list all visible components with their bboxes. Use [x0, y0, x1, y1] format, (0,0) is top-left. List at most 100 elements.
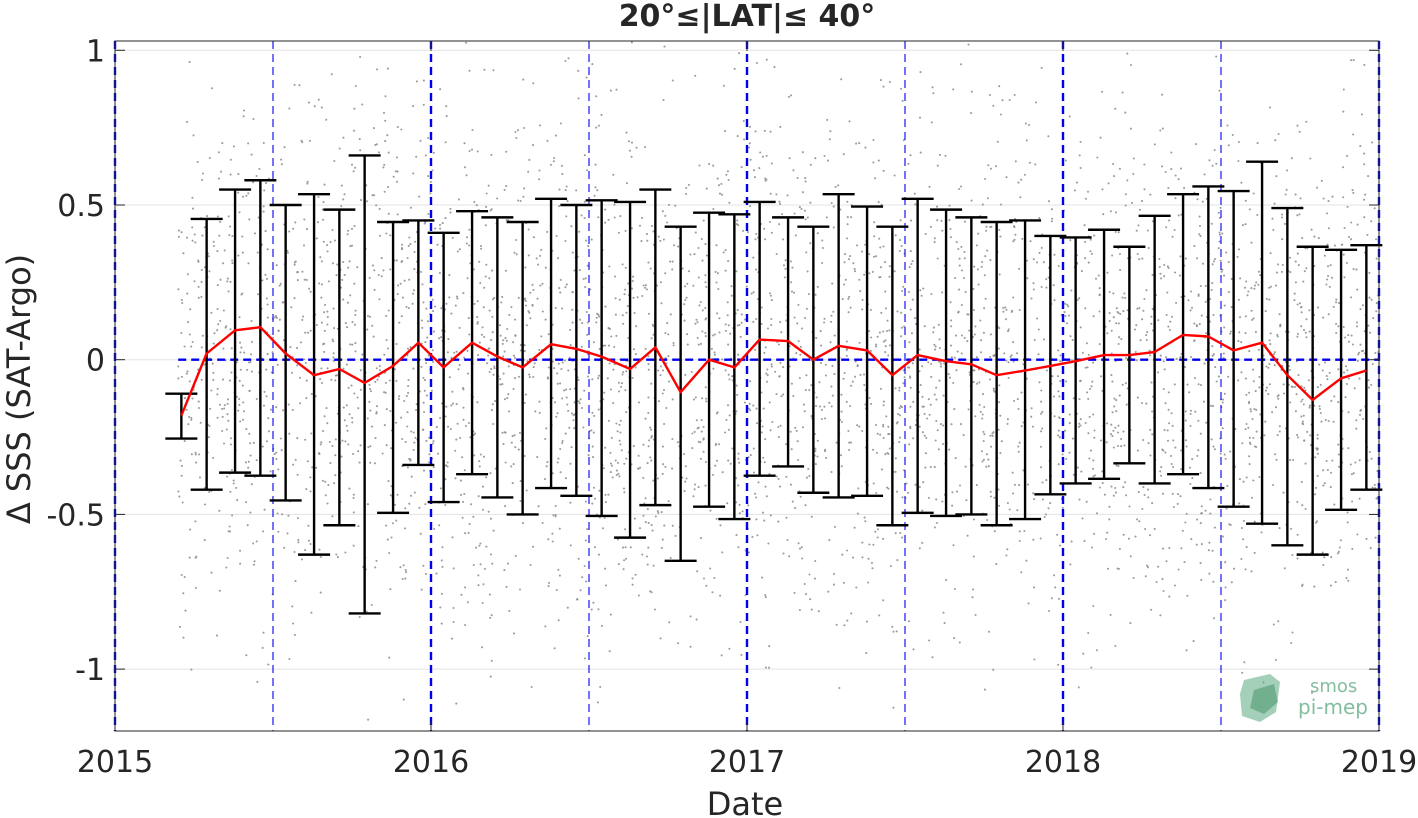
scatter-point	[1108, 290, 1111, 294]
scatter-point	[607, 493, 610, 496]
scatter-point	[456, 250, 459, 253]
scatter-point	[507, 218, 510, 222]
scatter-point	[180, 573, 183, 577]
scatter-point	[936, 257, 939, 260]
scatter-point	[921, 509, 924, 512]
scatter-point	[1106, 332, 1109, 335]
scatter-point	[1129, 555, 1132, 558]
scatter-point	[694, 74, 697, 77]
scatter-point	[903, 376, 906, 379]
scatter-point	[1115, 464, 1118, 467]
scatter-point	[1118, 167, 1121, 170]
scatter-point	[266, 316, 269, 319]
scatter-point	[1304, 462, 1307, 465]
scatter-point	[309, 490, 312, 493]
scatter-point	[696, 336, 699, 339]
scatter-point	[1258, 386, 1261, 389]
scatter-point	[426, 336, 429, 339]
scatter-point	[1352, 268, 1355, 271]
scatter-point	[800, 546, 803, 549]
scatter-point	[684, 373, 687, 376]
scatter-point	[473, 454, 476, 457]
scatter-point	[821, 261, 824, 265]
scatter-point	[1323, 556, 1326, 559]
scatter-point	[850, 216, 853, 219]
scatter-point	[1230, 581, 1233, 584]
scatter-point	[461, 456, 464, 459]
scatter-point	[482, 306, 485, 309]
scatter-point	[1213, 617, 1216, 620]
scatter-point	[591, 502, 594, 505]
scatter-point	[1039, 430, 1043, 433]
scatter-point	[255, 459, 258, 462]
scatter-point	[389, 494, 392, 497]
scatter-point	[659, 637, 662, 640]
scatter-point	[554, 306, 557, 310]
scatter-point	[1283, 567, 1286, 570]
scatter-point	[484, 224, 487, 227]
scatter-point	[991, 434, 994, 437]
scatter-point	[1244, 332, 1247, 335]
scatter-point	[699, 300, 702, 304]
scatter-point	[1267, 366, 1270, 369]
scatter-point	[275, 406, 278, 409]
scatter-point	[738, 52, 741, 55]
scatter-point	[909, 427, 912, 430]
scatter-point	[504, 461, 507, 464]
scatter-point	[217, 151, 220, 154]
scatter-point	[481, 326, 484, 329]
scatter-point	[1090, 385, 1093, 388]
scatter-point	[347, 386, 350, 389]
scatter-point	[378, 207, 381, 210]
scatter-point	[1300, 480, 1303, 483]
scatter-point	[249, 442, 252, 445]
scatter-point	[1352, 59, 1355, 62]
scatter-point	[229, 173, 232, 176]
scatter-point	[887, 452, 890, 455]
scatter-point	[625, 131, 628, 134]
scatter-point	[358, 138, 361, 141]
scatter-point	[1196, 198, 1199, 201]
scatter-point	[407, 378, 410, 382]
scatter-point	[828, 401, 831, 404]
scatter-point	[681, 267, 684, 270]
scatter-point	[943, 622, 946, 625]
scatter-point	[724, 431, 727, 434]
scatter-point	[318, 453, 321, 456]
scatter-point	[973, 265, 976, 268]
scatter-point	[763, 519, 766, 522]
scatter-point	[966, 340, 969, 343]
scatter-point	[882, 400, 885, 403]
scatter-point	[1237, 379, 1240, 382]
scatter-point	[369, 445, 372, 448]
scatter-point	[1020, 425, 1023, 428]
scatter-point	[870, 561, 874, 565]
scatter-point	[596, 701, 599, 704]
scatter-point	[856, 512, 859, 515]
scatter-point	[571, 321, 574, 324]
scatter-point	[533, 362, 536, 365]
scatter-point	[1162, 589, 1165, 593]
x-tick-label: 2018	[1025, 745, 1101, 780]
scatter-point	[275, 451, 278, 454]
scatter-point	[763, 227, 766, 230]
scatter-point	[559, 382, 562, 385]
scatter-point	[923, 412, 926, 415]
scatter-point	[1296, 303, 1299, 306]
scatter-point	[366, 328, 369, 331]
scatter-point	[685, 477, 688, 480]
scatter-point	[928, 639, 931, 642]
scatter-point	[1285, 188, 1288, 191]
scatter-point	[928, 413, 931, 416]
scatter-point	[884, 453, 887, 456]
scatter-point	[777, 425, 780, 429]
scatter-point	[350, 227, 354, 230]
scatter-point	[1114, 230, 1117, 233]
scatter-point	[1281, 238, 1284, 241]
scatter-point	[483, 567, 486, 570]
scatter-point	[787, 95, 791, 98]
scatter-point	[531, 303, 534, 306]
scatter-point	[1355, 325, 1359, 328]
scatter-point	[274, 315, 278, 318]
scatter-point	[1190, 538, 1193, 541]
